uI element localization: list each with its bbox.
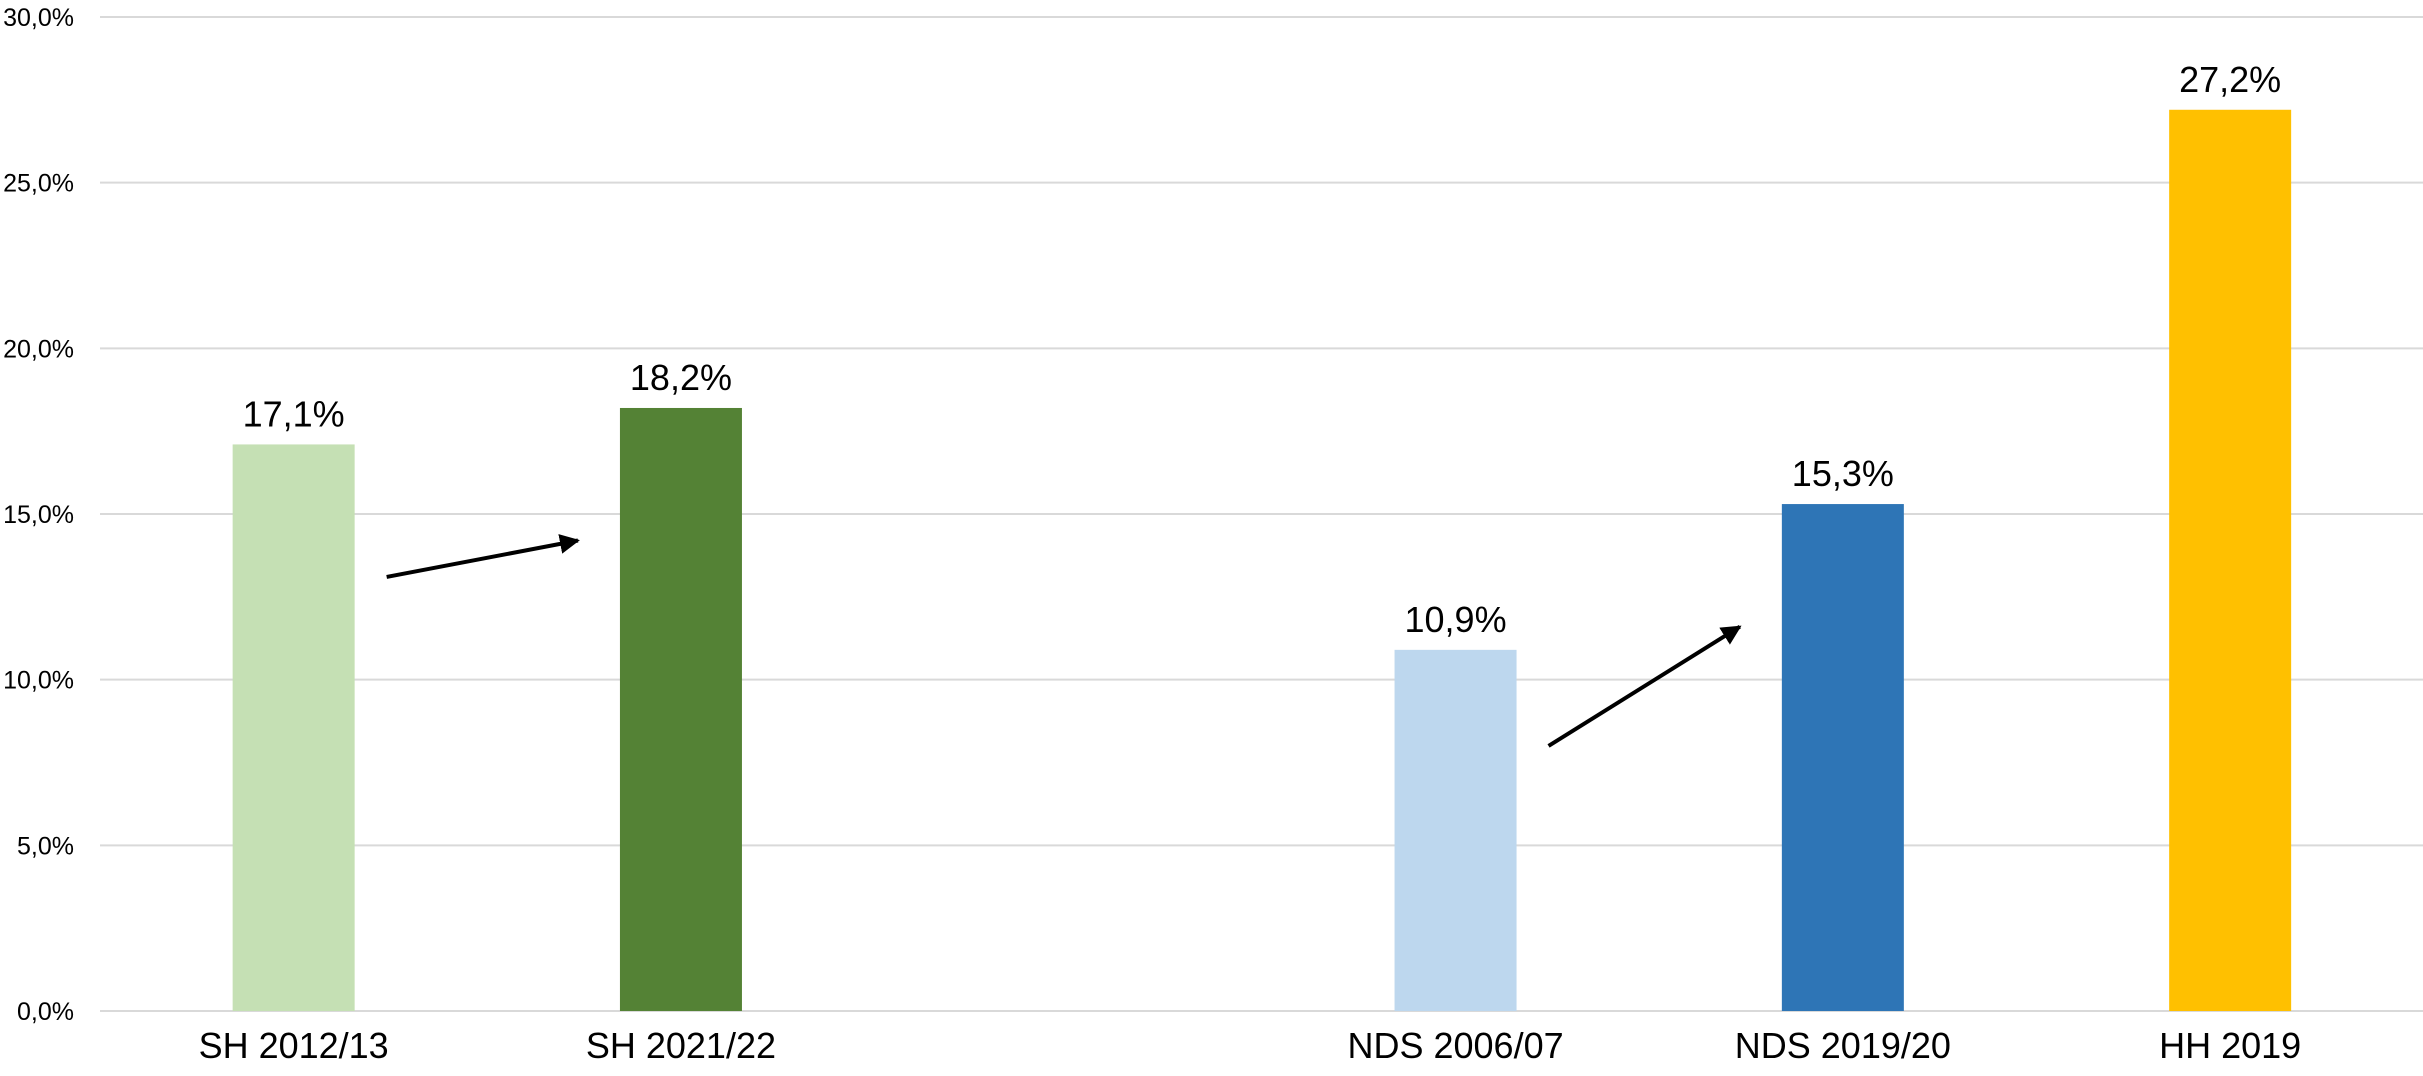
- data-label: 27,2%: [2179, 59, 2281, 100]
- trend-arrow: [1547, 624, 1742, 748]
- trend-arrows: [386, 534, 1742, 748]
- bar: [1781, 504, 1904, 1011]
- y-tick-label: 5,0%: [17, 832, 74, 860]
- y-tick-label: 20,0%: [3, 335, 74, 363]
- y-tick-label: 30,0%: [3, 4, 74, 32]
- x-tick-label: SH 2021/22: [586, 1025, 776, 1066]
- x-axis: SH 2012/13 SH 2021/22 NDS 2006/07 NDS 2019/…: [199, 1025, 2302, 1066]
- data-label: 18,2%: [630, 357, 732, 398]
- x-tick-label: NDS 2006/07: [1347, 1025, 1563, 1066]
- data-labels: 17,1% 18,2% 10,9% 15,3% 27,2%: [243, 59, 2282, 640]
- x-tick-label: HH 2019: [2159, 1025, 2301, 1066]
- x-tick-label: NDS 2019/20: [1735, 1025, 1951, 1066]
- bar: [619, 407, 742, 1011]
- data-label: 17,1%: [243, 393, 345, 434]
- bar: [232, 444, 355, 1011]
- y-tick-label: 10,0%: [3, 667, 74, 695]
- y-tick-label: 0,0%: [17, 998, 74, 1026]
- data-label: 15,3%: [1792, 453, 1894, 494]
- y-tick-label: 25,0%: [3, 170, 74, 198]
- trend-arrow: [386, 534, 580, 579]
- gridlines: [100, 16, 2423, 1012]
- y-axis: 0,0% 5,0% 10,0% 15,0% 20,0% 25,0% 30,0%: [3, 4, 74, 1026]
- x-tick-label: SH 2012/13: [199, 1025, 389, 1066]
- bar: [2169, 109, 2292, 1012]
- data-label: 10,9%: [1405, 599, 1507, 640]
- bar: [1394, 649, 1517, 1011]
- bars: [232, 109, 2292, 1012]
- y-tick-label: 15,0%: [3, 501, 74, 529]
